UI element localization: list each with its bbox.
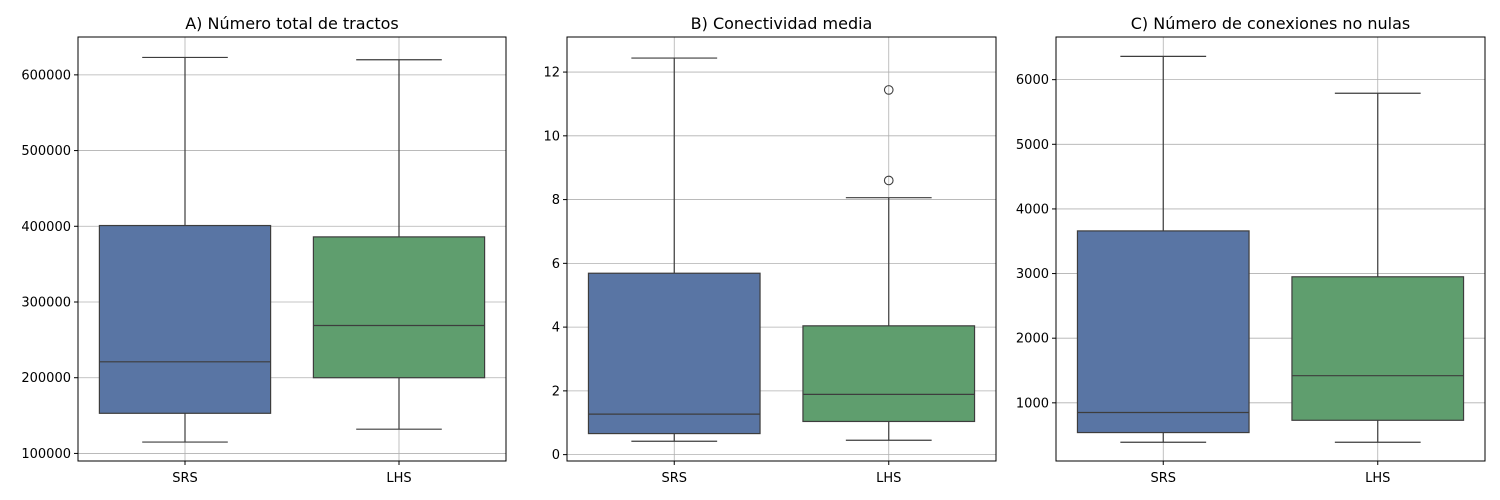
y-tick-label: 600000: [21, 68, 71, 83]
panel-2: 0 2 4 6 8 10 12 SRS LHS B) Conectividad media: [543, 14, 997, 486]
outlier-point: [883, 85, 894, 95]
x-tick-label: SRS: [172, 471, 198, 486]
iqr-box: [98, 224, 272, 414]
y-tick-label: 500000: [21, 144, 71, 159]
axes-frame: [1055, 36, 1486, 462]
box-lhs: [802, 85, 976, 441]
y-tick-label: 5000: [1016, 138, 1049, 153]
iqr-box: [312, 236, 486, 379]
y-tick-label: 2: [552, 384, 560, 399]
x-tick-label: SRS: [661, 471, 687, 486]
y-tick-label: 6000: [1016, 73, 1049, 88]
y-tick-label: 100000: [21, 447, 71, 462]
iqr-box: [1291, 276, 1465, 421]
x-tick-label: LHS: [1365, 471, 1390, 486]
y-tick-label: 2000: [1016, 332, 1049, 347]
y-tick-label: 3000: [1016, 267, 1049, 282]
outlier-point: [883, 175, 894, 186]
box-srs: [98, 56, 272, 443]
iqr-box: [1076, 230, 1250, 434]
x-tick-label: SRS: [1150, 471, 1176, 486]
y-tick-label: 10: [543, 129, 560, 144]
x-tick-label: LHS: [386, 471, 411, 486]
y-tick-label: 12: [543, 66, 560, 81]
panel-1: 100000 200000 300000 400000 500000 600000 SRS L…: [21, 14, 507, 486]
chart-title: B) Conectividad media: [691, 14, 873, 33]
box-srs: [1076, 55, 1250, 443]
chart-title: A) Número total de tractos: [185, 14, 399, 33]
y-tick-label: 1000: [1016, 396, 1049, 411]
y-tick-label: 400000: [21, 220, 71, 235]
box-srs: [587, 57, 761, 442]
axes-frame: [77, 36, 507, 462]
box-lhs: [312, 59, 486, 430]
box-lhs: [1291, 92, 1465, 443]
y-tick-label: 300000: [21, 296, 71, 311]
x-tick-label: LHS: [876, 471, 901, 486]
iqr-box: [587, 272, 761, 435]
y-tick-label: 0: [552, 448, 560, 463]
y-tick-label: 200000: [21, 371, 71, 386]
chart-title: C) Número de conexiones no nulas: [1131, 14, 1411, 33]
axes-frame: [566, 36, 997, 462]
y-tick-label: 8: [552, 193, 560, 208]
panel-3: 1000 2000 3000 4000 5000 6000 SRS LHS C) Número …: [1016, 14, 1486, 486]
y-tick-label: 6: [552, 257, 560, 272]
y-tick-label: 4000: [1016, 202, 1049, 217]
iqr-box: [802, 325, 976, 423]
y-tick-label: 4: [552, 321, 560, 336]
